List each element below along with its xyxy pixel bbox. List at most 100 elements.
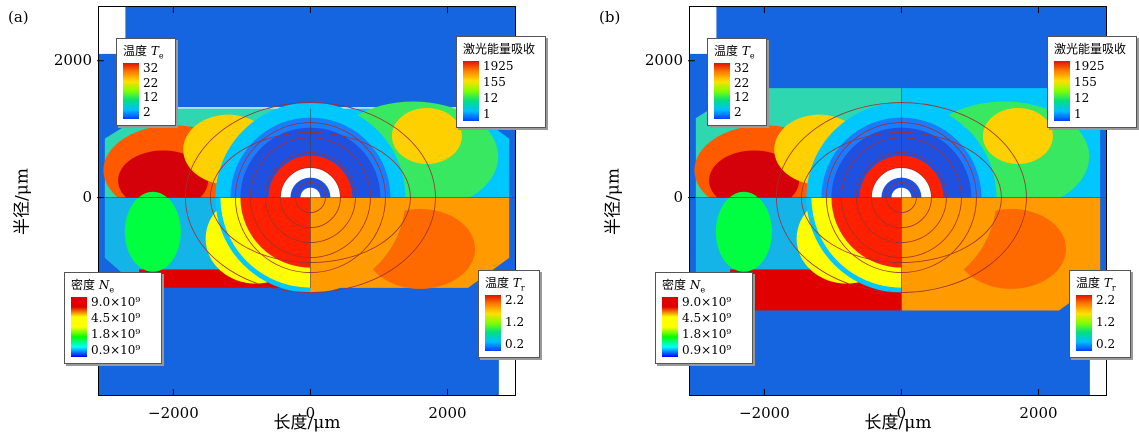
colorbar-value: 1.8×10⁹ bbox=[91, 327, 141, 341]
legend-subscript: e bbox=[158, 51, 164, 61]
colorbar-value: 9.0×10⁹ bbox=[91, 295, 141, 309]
y-tick-label: 2000 bbox=[644, 50, 683, 69]
x-tick-label: −2000 bbox=[148, 404, 199, 422]
legend-lower-right: 温度 Tr 2.2 1.2 0.2 bbox=[478, 270, 540, 358]
panel-label: (a) bbox=[8, 8, 29, 26]
x-tick-label: −2000 bbox=[739, 404, 790, 422]
colorbar-value: 12 bbox=[734, 90, 750, 105]
colorbar-value: 1925 bbox=[1074, 59, 1105, 73]
colorbar-value: 4.5×10⁹ bbox=[682, 311, 732, 325]
colorbar-value: 1.8×10⁹ bbox=[682, 327, 732, 341]
colorbar bbox=[662, 297, 678, 357]
hotspot bbox=[124, 191, 181, 272]
legend-lower-right: 温度 Tr 2.2 1.2 0.2 bbox=[1069, 270, 1131, 358]
center-ring bbox=[240, 197, 311, 268]
colorbar-value: 22 bbox=[734, 75, 750, 90]
y-tick-label: 0 bbox=[82, 187, 92, 206]
x-axis-label: 长度/μm bbox=[273, 413, 341, 433]
panel-label: (b) bbox=[599, 8, 621, 26]
axes bbox=[688, 6, 1039, 396]
legend-title: 温度 Te bbox=[714, 42, 755, 60]
colorbar bbox=[1076, 295, 1092, 351]
colorbar-value: 155 bbox=[483, 75, 506, 89]
colorbar-value: 1 bbox=[483, 107, 491, 121]
legend-subscript: e bbox=[109, 285, 115, 295]
colorbar-value: 2 bbox=[734, 105, 742, 119]
legend-lower-left: 密度 Ne 9.0×10⁹ 4.5×10⁹ 1.8×10⁹ 0.9×10⁹ bbox=[64, 272, 162, 364]
legend-subscript: e bbox=[700, 285, 706, 295]
colorbar bbox=[123, 63, 139, 119]
legend-title-text: 密度 bbox=[71, 278, 99, 292]
colorbar-value: 155 bbox=[1074, 75, 1097, 89]
colorbar-value: 1.2 bbox=[1096, 315, 1116, 329]
legend-title-text: 激光能量吸收 bbox=[463, 42, 536, 56]
colorbar bbox=[71, 297, 87, 357]
center-ring bbox=[811, 197, 902, 288]
legend-title: 激光能量吸收 bbox=[1054, 40, 1126, 57]
x-axis-label: 长度/μm bbox=[864, 413, 932, 433]
colorbar-value: 2 bbox=[143, 105, 151, 119]
colorbar-value: 0.9×10⁹ bbox=[682, 343, 732, 357]
center-ring bbox=[220, 197, 311, 288]
colorbar-value: 0.2 bbox=[1096, 337, 1116, 351]
y-axis-label: 半径/μm bbox=[603, 168, 624, 235]
legend-symbol: T bbox=[512, 276, 521, 290]
legend-upper-right: 激光能量吸收 1925 155 12 1 bbox=[456, 36, 546, 128]
colorbar-value: 22 bbox=[143, 75, 159, 90]
x-tick-label: 2000 bbox=[1019, 404, 1058, 422]
hotspot bbox=[982, 108, 1053, 164]
colorbar-value: 2.2 bbox=[505, 293, 525, 307]
legend-subscript: r bbox=[520, 283, 525, 293]
colorbar bbox=[714, 63, 730, 119]
legend-symbol: T bbox=[150, 44, 159, 58]
hotspot bbox=[715, 191, 772, 272]
colorbar bbox=[463, 61, 479, 121]
legend-title: 温度 Te bbox=[123, 42, 164, 60]
colorbar-value: 4.5×10⁹ bbox=[91, 311, 141, 325]
colorbar-value: 0.9×10⁹ bbox=[91, 343, 141, 357]
x-tick-label: 0 bbox=[305, 404, 316, 422]
colorbar-value: 1 bbox=[1074, 107, 1082, 121]
hotspot bbox=[391, 108, 462, 164]
heatmap-plot bbox=[98, 6, 516, 396]
legend-symbol: T bbox=[1103, 276, 1112, 290]
colorbar bbox=[1054, 61, 1070, 121]
legend-title-text: 温度 bbox=[1076, 276, 1104, 290]
legend-title-text: 温度 bbox=[485, 276, 513, 290]
legend-symbol: T bbox=[741, 44, 750, 58]
colorbar-value: 0.2 bbox=[505, 337, 525, 351]
legend-title: 密度 Ne bbox=[662, 276, 705, 294]
legend-upper-left: 温度 Te 32 22 12 2 bbox=[707, 38, 767, 126]
legend-title: 密度 Ne bbox=[71, 276, 114, 294]
colorbar bbox=[485, 295, 501, 351]
legend-title-text: 温度 bbox=[714, 44, 742, 58]
legend-title: 激光能量吸收 bbox=[463, 40, 535, 57]
colorbar-value: 9.0×10⁹ bbox=[682, 295, 732, 309]
plot-frame bbox=[689, 6, 1107, 396]
legend-subscript: r bbox=[1111, 283, 1116, 293]
colorbar-value: 1.2 bbox=[505, 315, 525, 329]
colorbar-value: 1925 bbox=[483, 59, 514, 73]
x-tick-label: 0 bbox=[896, 404, 907, 422]
legend-upper-left: 温度 Te 32 22 12 2 bbox=[116, 38, 176, 126]
center-ring bbox=[831, 197, 902, 268]
legend-title: 温度 Tr bbox=[1076, 274, 1116, 292]
legend-title-text: 密度 bbox=[662, 278, 690, 292]
legend-title-text: 温度 bbox=[123, 44, 151, 58]
plot-frame bbox=[98, 6, 516, 396]
y-tick-label: 2000 bbox=[53, 50, 92, 69]
colorbar-value: 32 bbox=[734, 61, 750, 75]
legend-title: 温度 Tr bbox=[485, 274, 525, 292]
y-tick-label: 0 bbox=[673, 187, 683, 206]
legend-subscript: e bbox=[749, 51, 755, 61]
legend-lower-left: 密度 Ne 9.0×10⁹ 4.5×10⁹ 1.8×10⁹ 0.9×10⁹ bbox=[655, 272, 753, 364]
colorbar-value: 12 bbox=[1074, 91, 1090, 105]
legend-symbol: N bbox=[98, 278, 110, 292]
heatmap-plot bbox=[689, 6, 1107, 396]
legend-title-text: 激光能量吸收 bbox=[1054, 42, 1127, 56]
axes bbox=[97, 6, 448, 396]
colorbar-value: 12 bbox=[483, 91, 499, 105]
colorbar-value: 12 bbox=[143, 90, 159, 105]
